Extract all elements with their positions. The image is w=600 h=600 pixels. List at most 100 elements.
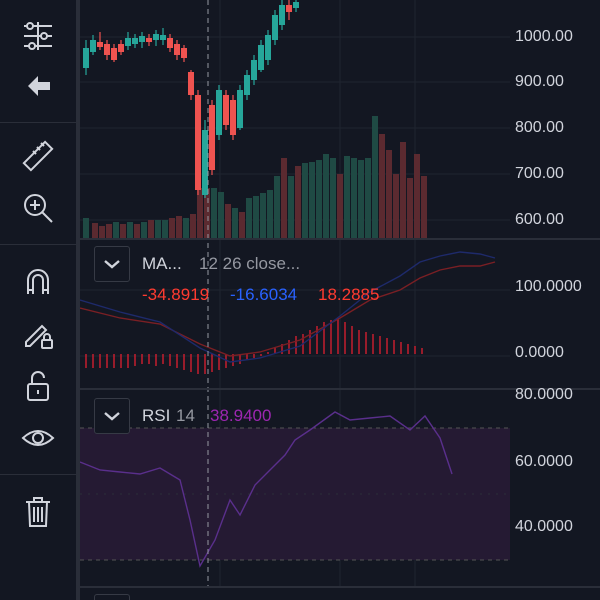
drawing-toolbar: [0, 0, 76, 600]
volume-bar: [337, 174, 343, 238]
candle-body: [132, 38, 138, 44]
macd-value-histogram: 18.2885: [318, 285, 380, 304]
candle-body: [118, 44, 124, 52]
volume-bar: [323, 154, 329, 238]
rsi-band: [80, 428, 510, 560]
candle-body: [181, 48, 187, 58]
pane-divider[interactable]: [80, 388, 600, 390]
price-axis-label: 800.00: [515, 119, 564, 136]
volume-bar: [358, 160, 364, 238]
rsi-axis-label: 60.0000: [515, 453, 573, 470]
volume-bar: [176, 216, 182, 238]
volume-bar: [99, 226, 105, 238]
ruler-icon[interactable]: [14, 134, 62, 178]
candle-body: [146, 38, 152, 42]
rsi-axis-label: 80.0000: [515, 386, 573, 403]
rsi-value: 38.9400: [210, 406, 272, 425]
pane-divider[interactable]: [80, 238, 600, 240]
macd-axis-label: 100.0000: [515, 278, 582, 295]
candle-body: [188, 72, 194, 95]
volume-bar: [197, 188, 203, 238]
candle-body: [167, 38, 173, 48]
eye-icon[interactable]: [14, 416, 62, 460]
toolbar-border: [76, 0, 80, 600]
unlock-icon[interactable]: [14, 364, 62, 408]
volume-bar: [309, 162, 315, 238]
rsi-line: [79, 411, 453, 568]
volume-bar: [316, 160, 322, 238]
macd-value-signal: -16.6034: [230, 285, 298, 304]
pencil-lock-icon[interactable]: [14, 312, 62, 356]
macd-collapse-button[interactable]: [94, 246, 130, 282]
chart-canvas[interactable]: [79, 0, 600, 600]
volume-bar: [169, 218, 175, 238]
volume-bar: [141, 222, 147, 238]
volume-bar: [162, 220, 168, 238]
volume-bar: [365, 158, 371, 238]
volume-bar: [190, 214, 196, 238]
candle-body: [111, 48, 117, 60]
chart-settings-icon[interactable]: [14, 14, 62, 58]
volume-bar: [246, 198, 252, 238]
rsi-collapse-button[interactable]: [94, 398, 130, 434]
volume-bar: [393, 174, 399, 238]
magnet-icon[interactable]: [14, 260, 62, 304]
candle-body: [244, 75, 250, 95]
volume-bar: [414, 154, 420, 238]
rsi-period: 14: [176, 406, 195, 425]
price-axis-label: 600.00: [515, 211, 564, 228]
macd-title[interactable]: MA...: [142, 254, 182, 273]
candle-body: [286, 5, 292, 12]
zoom-in-icon[interactable]: [14, 186, 62, 230]
candle-body: [216, 90, 222, 135]
macd-params: 12 26 close...: [199, 254, 301, 273]
candle-body: [251, 60, 257, 80]
volume-bar: [204, 188, 210, 238]
volume-bar: [92, 223, 98, 238]
candle-body: [97, 42, 103, 47]
chevron-down-icon: [104, 260, 120, 269]
volume-bar: [83, 218, 89, 238]
macd-value-macd: -34.8919: [142, 285, 210, 304]
candle-body: [139, 36, 145, 42]
candle-body: [174, 44, 180, 55]
candle-body: [104, 44, 110, 55]
volume-bar: [211, 188, 217, 238]
volume-bar: [127, 222, 133, 238]
trash-icon[interactable]: [14, 490, 62, 534]
candle-body: [258, 45, 264, 70]
candle-body: [272, 15, 278, 40]
volume-bar: [120, 224, 126, 238]
volume-bar: [379, 134, 385, 238]
volume-bar: [288, 176, 294, 238]
candle-body: [202, 130, 208, 195]
volume-bar: [253, 196, 259, 238]
volume-bar: [281, 158, 287, 238]
volume-bar: [106, 224, 112, 238]
chart-area[interactable]: 1000.00 900.00 800.00 700.00 600.00 MA..…: [79, 0, 600, 600]
volume-bar: [113, 222, 119, 238]
candle-body: [230, 100, 236, 135]
candle-body: [223, 95, 229, 125]
volume-bar: [295, 166, 301, 238]
back-arrow-icon[interactable]: [14, 64, 62, 108]
volume-bar: [407, 178, 413, 238]
volume-bar: [267, 190, 273, 238]
volume-bar: [260, 193, 266, 238]
chevron-down-icon: [104, 412, 120, 421]
volume-bar: [302, 163, 308, 238]
candle-body: [195, 95, 201, 190]
volume-bar: [344, 156, 350, 238]
volume-bar: [148, 220, 154, 238]
candle-body: [265, 35, 271, 60]
volume-bar: [183, 218, 189, 238]
volume-bar: [155, 220, 161, 238]
candle-body: [160, 35, 166, 40]
next-pane-collapse-button[interactable]: [94, 594, 130, 600]
rsi-title[interactable]: RSI: [142, 406, 171, 425]
volume-bar: [386, 150, 392, 238]
price-axis-label: 1000.00: [515, 28, 573, 45]
pane-divider[interactable]: [80, 586, 600, 588]
candle-body: [83, 48, 89, 68]
candle-body: [90, 40, 96, 52]
